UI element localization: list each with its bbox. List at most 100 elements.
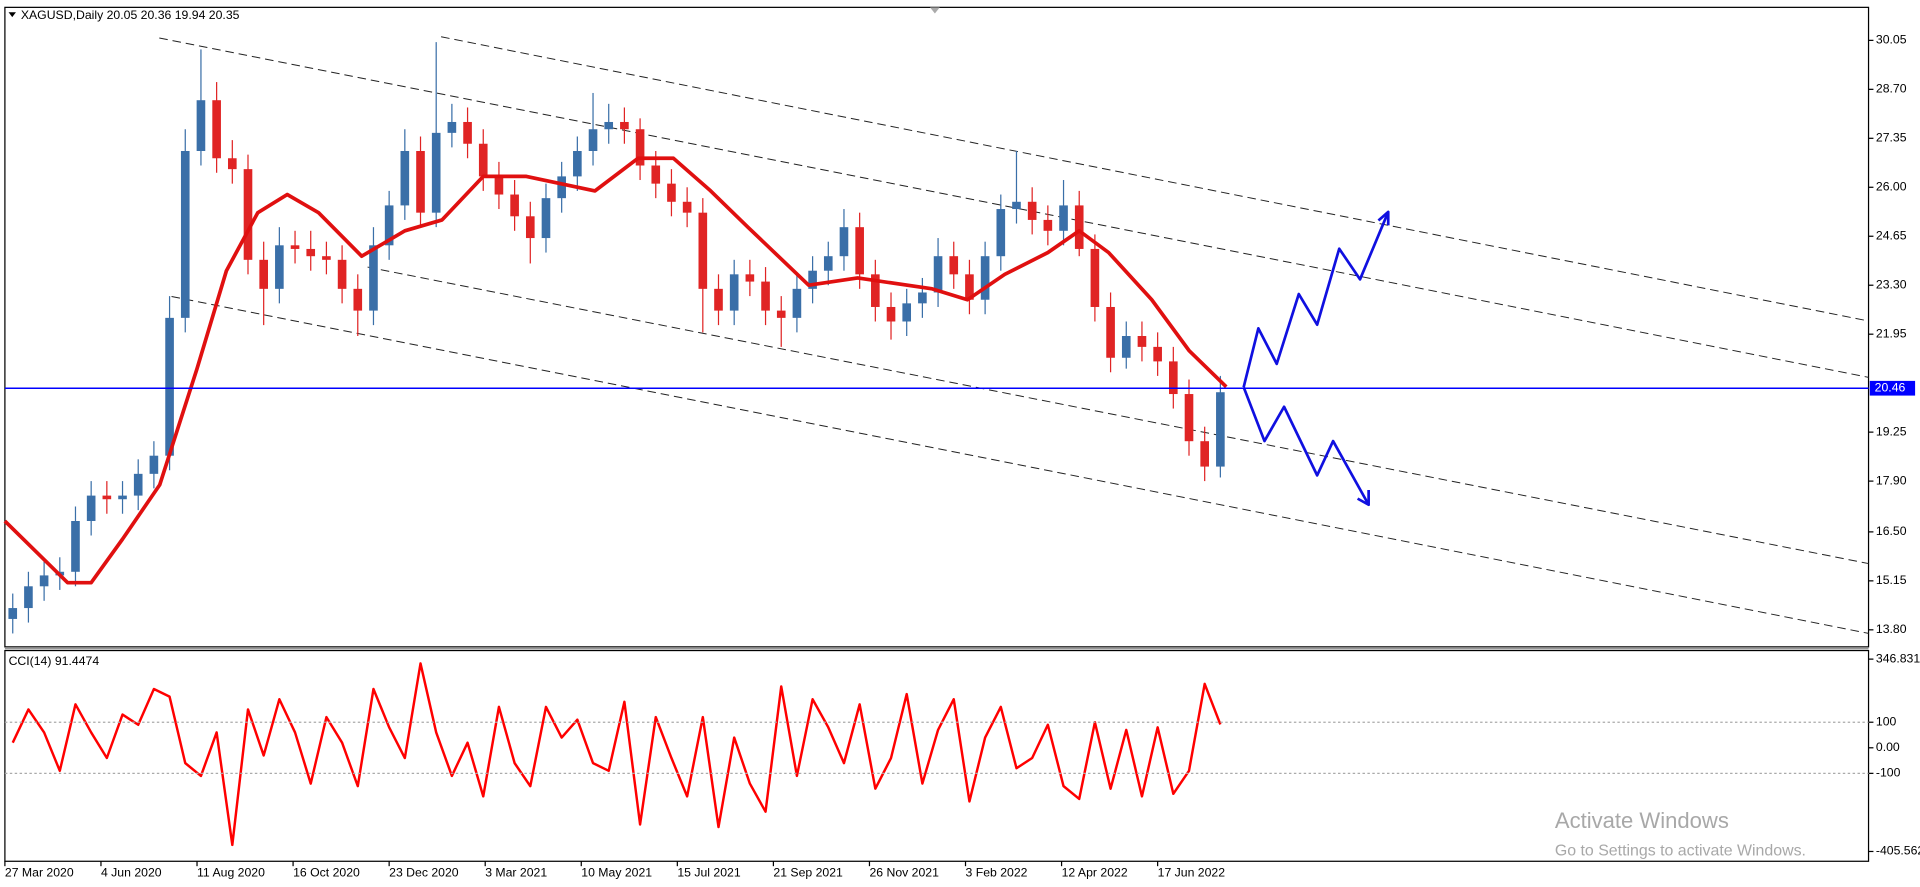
candle-body — [620, 121, 629, 130]
indicator-title: CCI(14) 91.4474 — [9, 654, 100, 668]
candle-body — [1012, 201, 1021, 210]
y-tick-label: 100 — [1876, 714, 1897, 728]
candle-body — [698, 212, 708, 289]
candle-body — [761, 281, 770, 311]
y-tick-label: 30.05 — [1876, 33, 1907, 47]
y-tick-label: 13.80 — [1876, 622, 1907, 636]
candle-body — [510, 194, 519, 217]
candle-body — [635, 129, 645, 166]
cci-line — [11, 662, 1222, 847]
watermark-subtitle: Go to Settings to activate Windows. — [1555, 843, 1806, 860]
candle-body — [1074, 205, 1084, 249]
forecast-arrows — [1242, 210, 1390, 507]
candle-body — [243, 169, 253, 260]
candle-body — [682, 201, 692, 213]
candle-body — [918, 292, 927, 304]
candle-body — [180, 150, 190, 318]
y-tick-label: 24.65 — [1876, 228, 1907, 242]
candle-body — [823, 256, 833, 271]
candle-body — [588, 129, 598, 151]
y-tick-label: 0.00 — [1876, 740, 1900, 754]
candle-body — [1153, 346, 1162, 362]
candle-body — [290, 245, 300, 249]
candle-body — [980, 256, 990, 300]
candle-body — [855, 227, 864, 275]
candle-body — [792, 288, 802, 318]
moving-average — [3, 156, 1228, 585]
candle-body — [149, 455, 159, 474]
candle-body — [118, 495, 127, 500]
candle-body — [86, 495, 96, 521]
shift-marker — [929, 7, 940, 14]
x-tick-label: 26 Nov 2021 — [869, 866, 939, 880]
y-tick-label: 28.70 — [1876, 82, 1907, 96]
price-layer — [3, 42, 1228, 847]
candle-body — [996, 209, 1006, 257]
candle-body — [714, 288, 723, 311]
price-label: 20.46 — [1875, 380, 1906, 394]
x-tick-label: 16 Oct 2020 — [293, 866, 360, 880]
candle-body — [322, 256, 331, 260]
candle-body — [212, 100, 221, 159]
y-tick-label: 346.831 — [1876, 651, 1920, 665]
trend-line — [367, 266, 1869, 565]
candle-body — [494, 176, 504, 195]
candle-body — [478, 143, 488, 177]
x-tick-label: 12 Apr 2022 — [1062, 866, 1128, 880]
x-tick-label: 11 Aug 2020 — [197, 866, 265, 880]
candle-body — [416, 150, 425, 213]
x-tick-label: 27 Mar 2020 — [5, 866, 74, 880]
candle-body — [604, 121, 614, 130]
candle-body — [306, 248, 316, 257]
candle-body — [776, 310, 786, 318]
candle-body — [1184, 394, 1194, 442]
candle-body — [133, 473, 143, 496]
candle-body — [102, 495, 112, 500]
candle-body — [1106, 306, 1115, 358]
y-tick-label: 23.30 — [1876, 277, 1907, 291]
forecast-up — [1242, 211, 1390, 388]
x-tick-label: 3 Feb 2022 — [966, 866, 1028, 880]
candle-body — [227, 158, 237, 170]
candle-body — [667, 183, 676, 202]
x-tick-label: 10 May 2021 — [581, 866, 652, 880]
y-tick-label: 19.25 — [1876, 424, 1907, 438]
candle-body — [839, 227, 849, 257]
arrow-head — [1356, 490, 1370, 507]
x-tick-label: 17 Jun 2022 — [1158, 866, 1226, 880]
x-tick-label: 15 Jul 2021 — [677, 866, 741, 880]
candle-body — [871, 274, 880, 307]
price-label-box — [1869, 380, 1916, 396]
candle-body — [745, 274, 755, 282]
y-tick-label: 26.00 — [1876, 180, 1907, 194]
candle-body — [384, 205, 394, 246]
x-tick-label: 21 Sep 2021 — [773, 866, 843, 880]
x-tick-label: 23 Dec 2020 — [389, 866, 459, 880]
watermark-title: Activate Windows — [1555, 808, 1729, 833]
candle-body — [1169, 361, 1178, 395]
candle-body — [886, 306, 896, 322]
arrow-head — [1377, 210, 1390, 226]
trend-line — [171, 296, 1869, 634]
y-tick-label: -405.562 — [1876, 844, 1920, 858]
candle-body — [1027, 201, 1037, 220]
candle-body — [729, 274, 739, 311]
candle-body — [39, 575, 49, 587]
y-tick-label: 27.35 — [1876, 131, 1907, 145]
candle-body — [463, 121, 472, 144]
forecast-down — [1242, 386, 1370, 506]
candle-body — [541, 198, 551, 239]
candle-body — [259, 259, 268, 289]
channel-lines — [159, 36, 1869, 634]
candle-body — [1090, 248, 1100, 307]
candle-body — [431, 132, 441, 213]
candle-body — [1137, 335, 1147, 347]
y-tick-label: 17.90 — [1876, 473, 1907, 487]
candle-body — [1216, 392, 1225, 467]
trend-line — [159, 37, 1869, 378]
x-tick-label: 4 Jun 2020 — [101, 866, 162, 880]
candle-body — [557, 176, 566, 199]
